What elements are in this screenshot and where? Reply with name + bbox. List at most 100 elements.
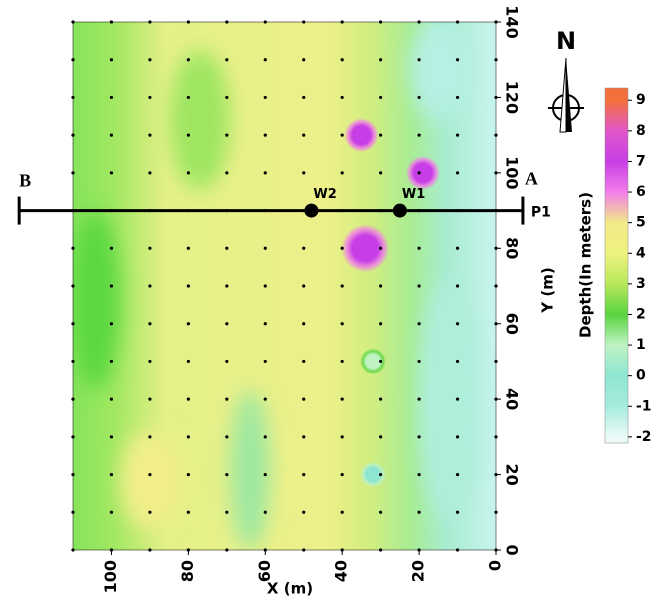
sample-point bbox=[379, 435, 382, 438]
sample-point bbox=[225, 322, 228, 325]
sample-point bbox=[302, 58, 305, 61]
sample-point bbox=[341, 20, 344, 23]
sample-point bbox=[225, 284, 228, 287]
sample-point bbox=[225, 511, 228, 514]
sample-point bbox=[148, 473, 151, 476]
sample-point bbox=[71, 284, 74, 287]
sample-point bbox=[341, 435, 344, 438]
sample-point bbox=[341, 96, 344, 99]
sample-point bbox=[456, 247, 459, 250]
sample-point bbox=[187, 96, 190, 99]
sample-point bbox=[417, 171, 420, 174]
sample-point bbox=[456, 435, 459, 438]
sample-point bbox=[187, 398, 190, 401]
sample-point bbox=[494, 134, 497, 137]
y-tick-label: 60 bbox=[503, 313, 522, 335]
colorbar-tick-label: 7 bbox=[636, 153, 646, 169]
sample-point bbox=[302, 134, 305, 137]
sample-point bbox=[148, 511, 151, 514]
sample-point bbox=[110, 360, 113, 363]
x-tick-label: 20 bbox=[409, 560, 428, 582]
sample-point bbox=[302, 548, 305, 551]
sample-point bbox=[264, 511, 267, 514]
sample-point bbox=[341, 322, 344, 325]
sample-point bbox=[302, 284, 305, 287]
sample-point bbox=[71, 134, 74, 137]
sample-point bbox=[110, 96, 113, 99]
y-tick-label: 80 bbox=[503, 237, 522, 259]
colorbar-title: Depth(In meters) bbox=[577, 192, 595, 338]
x-tick-label: 40 bbox=[332, 560, 351, 582]
sample-point bbox=[302, 247, 305, 250]
sample-point bbox=[187, 322, 190, 325]
sample-point bbox=[264, 284, 267, 287]
sample-point bbox=[110, 322, 113, 325]
well-label: W1 bbox=[402, 187, 425, 202]
colorbar-tick-label: 8 bbox=[636, 123, 646, 139]
sample-point bbox=[225, 171, 228, 174]
x-axis-title: X (m) bbox=[267, 580, 313, 598]
colorbar-tick-label: 1 bbox=[636, 337, 646, 353]
sample-point bbox=[71, 548, 74, 551]
sample-point bbox=[187, 58, 190, 61]
sample-point bbox=[456, 96, 459, 99]
sample-point bbox=[148, 398, 151, 401]
well-label: W2 bbox=[313, 187, 336, 202]
sample-point bbox=[494, 360, 497, 363]
sample-point bbox=[110, 284, 113, 287]
sample-point bbox=[379, 284, 382, 287]
sample-point bbox=[264, 398, 267, 401]
sample-point bbox=[494, 284, 497, 287]
colorbar-tick-label: 2 bbox=[636, 306, 646, 322]
sample-point bbox=[187, 435, 190, 438]
sample-point bbox=[379, 247, 382, 250]
y-tick-label: 140 bbox=[503, 5, 522, 38]
sample-point bbox=[264, 20, 267, 23]
sample-point bbox=[494, 58, 497, 61]
sample-point bbox=[71, 398, 74, 401]
sample-point bbox=[341, 360, 344, 363]
sample-point bbox=[71, 171, 74, 174]
sample-point bbox=[148, 134, 151, 137]
sample-point bbox=[456, 134, 459, 137]
sample-point bbox=[302, 360, 305, 363]
sample-point bbox=[71, 473, 74, 476]
sample-point bbox=[187, 171, 190, 174]
sample-point bbox=[456, 473, 459, 476]
sample-point bbox=[225, 435, 228, 438]
sample-point bbox=[456, 360, 459, 363]
sample-point bbox=[264, 96, 267, 99]
sample-point bbox=[341, 473, 344, 476]
sample-point bbox=[71, 322, 74, 325]
sample-point bbox=[225, 473, 228, 476]
sample-point bbox=[110, 247, 113, 250]
sample-point bbox=[110, 58, 113, 61]
colorbar-tick-label: 9 bbox=[636, 92, 646, 108]
sample-point bbox=[302, 20, 305, 23]
sample-point bbox=[71, 20, 74, 23]
sample-point bbox=[379, 134, 382, 137]
sample-point bbox=[187, 134, 190, 137]
sample-point bbox=[110, 511, 113, 514]
sample-point bbox=[302, 435, 305, 438]
sample-point bbox=[187, 247, 190, 250]
sample-point bbox=[417, 511, 420, 514]
sample-point bbox=[417, 134, 420, 137]
sample-point bbox=[187, 511, 190, 514]
sample-point bbox=[225, 398, 228, 401]
sample-point bbox=[379, 322, 382, 325]
sample-point bbox=[71, 511, 74, 514]
sample-point bbox=[148, 247, 151, 250]
sample-point bbox=[264, 360, 267, 363]
sample-point bbox=[148, 96, 151, 99]
x-tick-label: 80 bbox=[178, 560, 197, 582]
sample-point bbox=[71, 247, 74, 250]
sample-point bbox=[148, 322, 151, 325]
sample-point bbox=[187, 360, 190, 363]
sample-point bbox=[341, 134, 344, 137]
sample-point bbox=[379, 20, 382, 23]
y-tick-label: 120 bbox=[503, 81, 522, 114]
sample-point bbox=[302, 171, 305, 174]
sample-point bbox=[187, 284, 190, 287]
